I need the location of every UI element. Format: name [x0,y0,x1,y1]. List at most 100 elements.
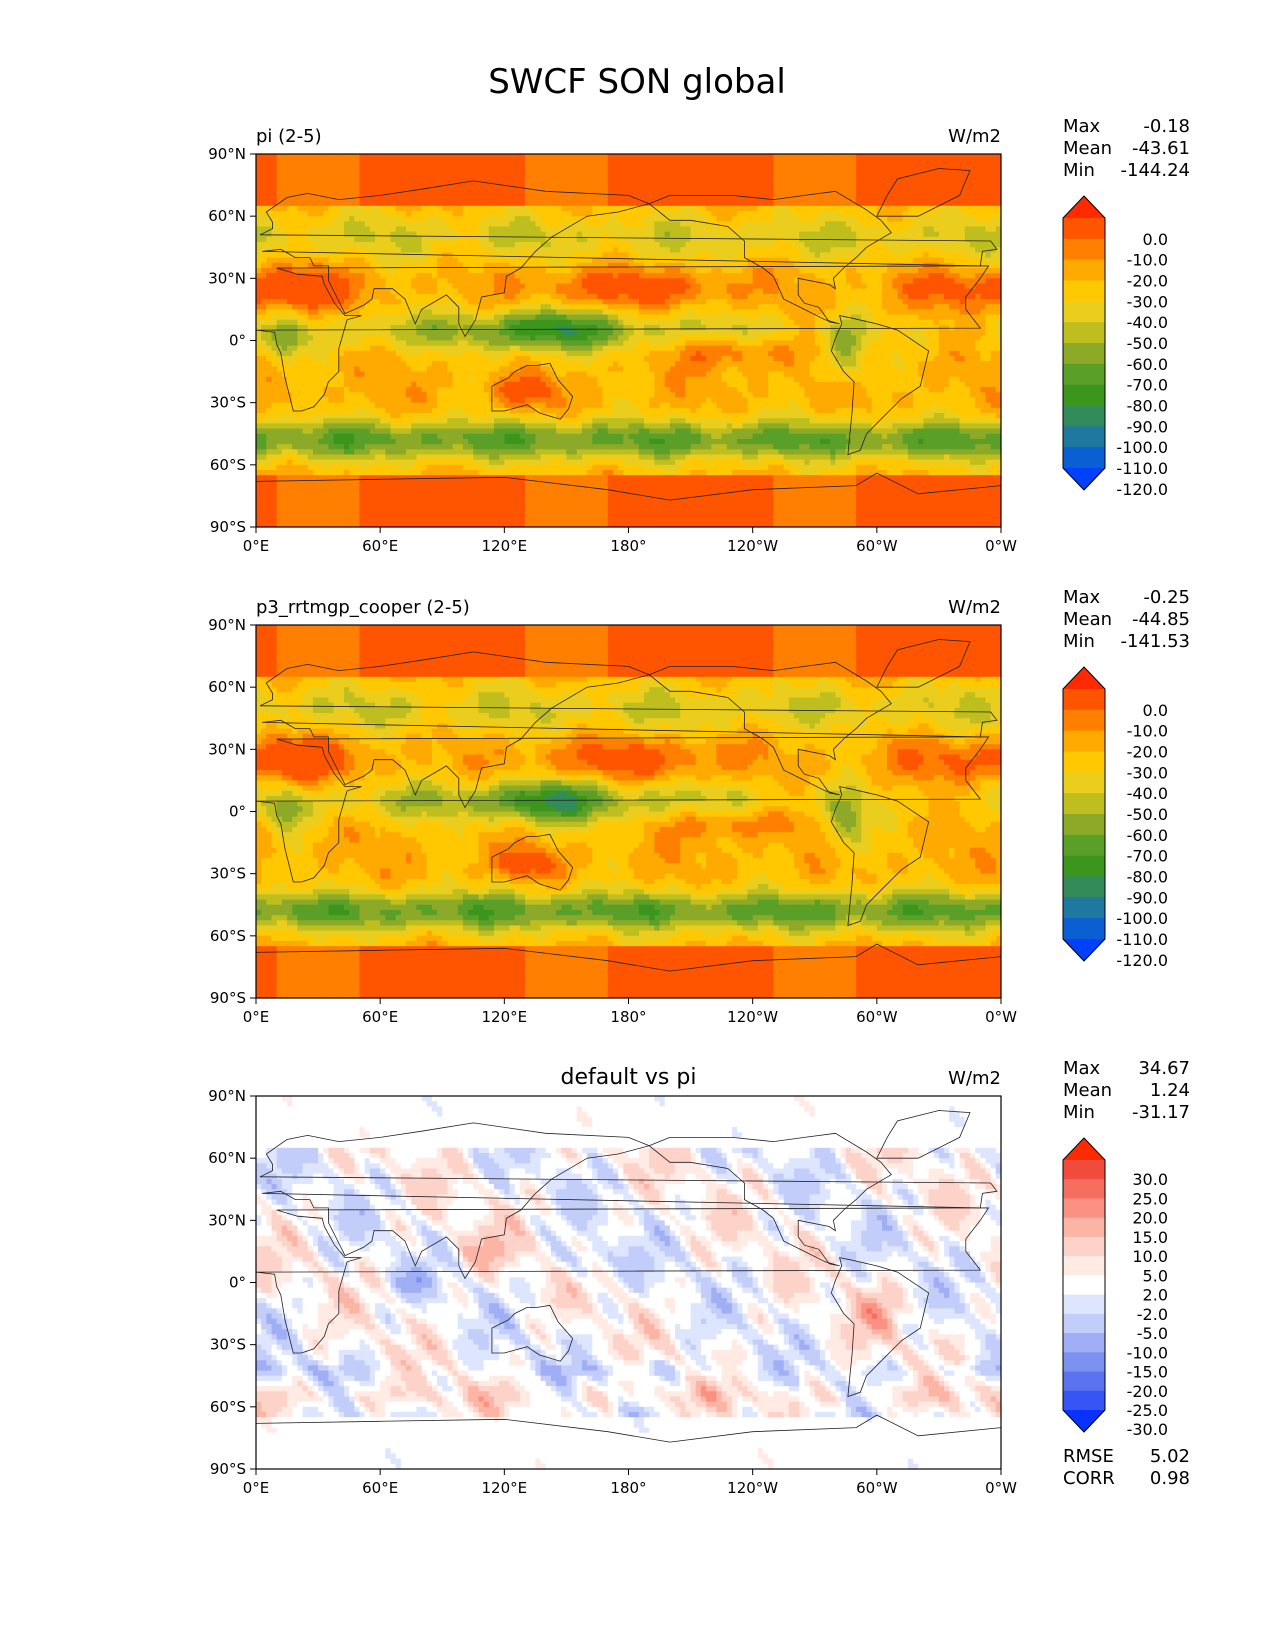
lat-tick-label: 90°N [208,145,246,163]
colorbar-bin [1063,1198,1105,1219]
lon-tick-label: 60°E [362,1008,398,1026]
colorbar-tick-label: -60.0 [1127,826,1168,845]
lat-tick-label: 30°S [210,865,246,883]
colorbar-tick-label: 10.0 [1132,1247,1168,1266]
colorbar-tick-label: -100.0 [1116,909,1168,928]
colorbar: 0.0 -10.0 -20.0-30.0 -40.0 -50.0 -60.0 -70.0 -8… [1062,195,1168,499]
colorbar-bin [1063,322,1105,344]
colorbar-tick-label: -20.0 [1127,1382,1168,1401]
panel-units: W/m2 [948,1068,1001,1089]
stat-value: -31.17 [1132,1102,1190,1123]
colorbar-tick-label: -40.0 [1127,313,1168,332]
colorbar-tick-label: -50.0 [1127,805,1168,824]
colorbar-bin [1063,1217,1105,1238]
lat-tick-label: 90°N [208,616,246,634]
colorbar-tick-label: -80.0 [1127,397,1168,416]
colorbar-bin [1063,384,1105,406]
colorbar-tick-label: 20.0 [1132,1209,1168,1228]
stat-label: Max [1063,587,1101,608]
lon-tick-label: 0°E [243,1008,270,1026]
lat-tick-label: 0° [229,803,246,821]
colorbar-tick-label: -20.0 [1127,272,1168,291]
panel-units: W/m2 [948,597,1001,618]
lon-tick-label: 0°E [243,537,270,555]
colorbar-bin [1063,426,1105,448]
colorbar-tick-label: -100.0 [1116,438,1168,457]
map-field [256,1096,1001,1469]
stat-label: Mean [1063,138,1112,159]
colorbar-bin [1063,730,1105,752]
colorbar-bin [1063,1160,1105,1180]
lat-tick-label: 30°S [210,394,246,412]
colorbar-tick-label: -110.0 [1116,459,1168,478]
footer-stat-label: CORR [1063,1468,1115,1489]
colorbar-bin [1063,709,1105,732]
lat-tick-label: 0° [229,332,246,350]
lat-tick-label: 30°S [210,1336,246,1354]
colorbar: 0.0 -10.0 -20.0-30.0 -40.0 -50.0 -60.0 -70.0 -8… [1062,666,1168,970]
colorbar-bin [1063,751,1105,773]
colorbar-tick-label: -5.0 [1137,1324,1168,1343]
colorbar-tick-label: 15.0 [1132,1228,1168,1247]
colorbar-tick-label: -20.0 [1127,743,1168,762]
colorbar-bin [1063,876,1105,898]
colorbar-extend-max [1063,196,1105,218]
colorbar-tick-label: -30.0 [1127,292,1168,311]
colorbar-tick-label: -25.0 [1127,1401,1168,1420]
colorbar-bin [1063,1313,1105,1334]
colorbar-extend-max [1063,667,1105,689]
colorbar-bin [1063,218,1105,240]
lon-tick-label: 180° [610,537,646,555]
map-panel-1: 0°E 60°E 120°E 180° 120°W 60°W 0°W 90°N 60°N 30°N… [208,116,1190,555]
colorbar-bin [1063,1390,1105,1411]
stat-label: Max [1063,1058,1101,1079]
colorbar-bin [1063,363,1105,386]
colorbar-tick-label: -110.0 [1116,930,1168,949]
lon-tick-label: 120°W [727,1479,778,1497]
lat-tick-label: 30°N [208,1211,246,1229]
colorbar-bin [1063,1352,1105,1373]
lat-tick-label: 90°S [210,518,246,536]
footer-stat-value: 5.02 [1150,1446,1190,1467]
colorbar-tick-label: -90.0 [1127,888,1168,907]
map-field [256,154,1001,527]
colorbar-bin [1063,280,1105,302]
colorbar-bin [1063,793,1105,815]
colorbar-tick-label: -15.0 [1127,1363,1168,1382]
colorbar-outline [1062,195,1106,491]
lon-tick-label: 60°W [856,537,898,555]
stat-label: Min [1063,1102,1095,1123]
figure-title: SWCF SON global [488,62,786,102]
lat-tick-label: 0° [229,1274,246,1292]
colorbar-tick-label: -30.0 [1127,1420,1168,1439]
lat-tick-label: 60°S [210,456,246,474]
colorbar-tick-label: -50.0 [1127,334,1168,353]
colorbar-tick-label: 5.0 [1143,1266,1168,1285]
panel-title: p3_rrtmgp_cooper (2-5) [256,597,470,618]
footer-stat-label: RMSE [1063,1446,1114,1467]
colorbar-outline [1062,666,1106,962]
colorbar-bin [1063,259,1105,281]
colorbar-bin [1063,814,1105,836]
colorbar-bin [1063,689,1105,711]
stat-label: Min [1063,160,1095,181]
stat-value: 34.67 [1138,1058,1190,1079]
lat-tick-label: 60°S [210,927,246,945]
colorbar-bin [1063,1294,1105,1315]
map-field [256,625,1001,998]
colorbar-tick-label: -10.0 [1127,1343,1168,1362]
colorbar-tick-label: -60.0 [1127,355,1168,374]
lon-tick-label: 120°W [727,537,778,555]
lon-tick-label: 120°E [482,1479,528,1497]
colorbar-extend-min [1063,1410,1105,1432]
lat-tick-label: 60°N [208,678,246,696]
colorbar-bin [1063,834,1105,857]
lat-tick-label: 60°S [210,1398,246,1416]
colorbar-bin [1063,1275,1105,1296]
stat-value: 1.24 [1150,1080,1190,1101]
colorbar-tick-label: 0.0 [1143,230,1168,249]
stat-label: Min [1063,631,1095,652]
lon-tick-label: 0°W [985,1479,1017,1497]
lon-tick-label: 180° [610,1479,646,1497]
colorbar-extend-max [1063,1138,1105,1160]
